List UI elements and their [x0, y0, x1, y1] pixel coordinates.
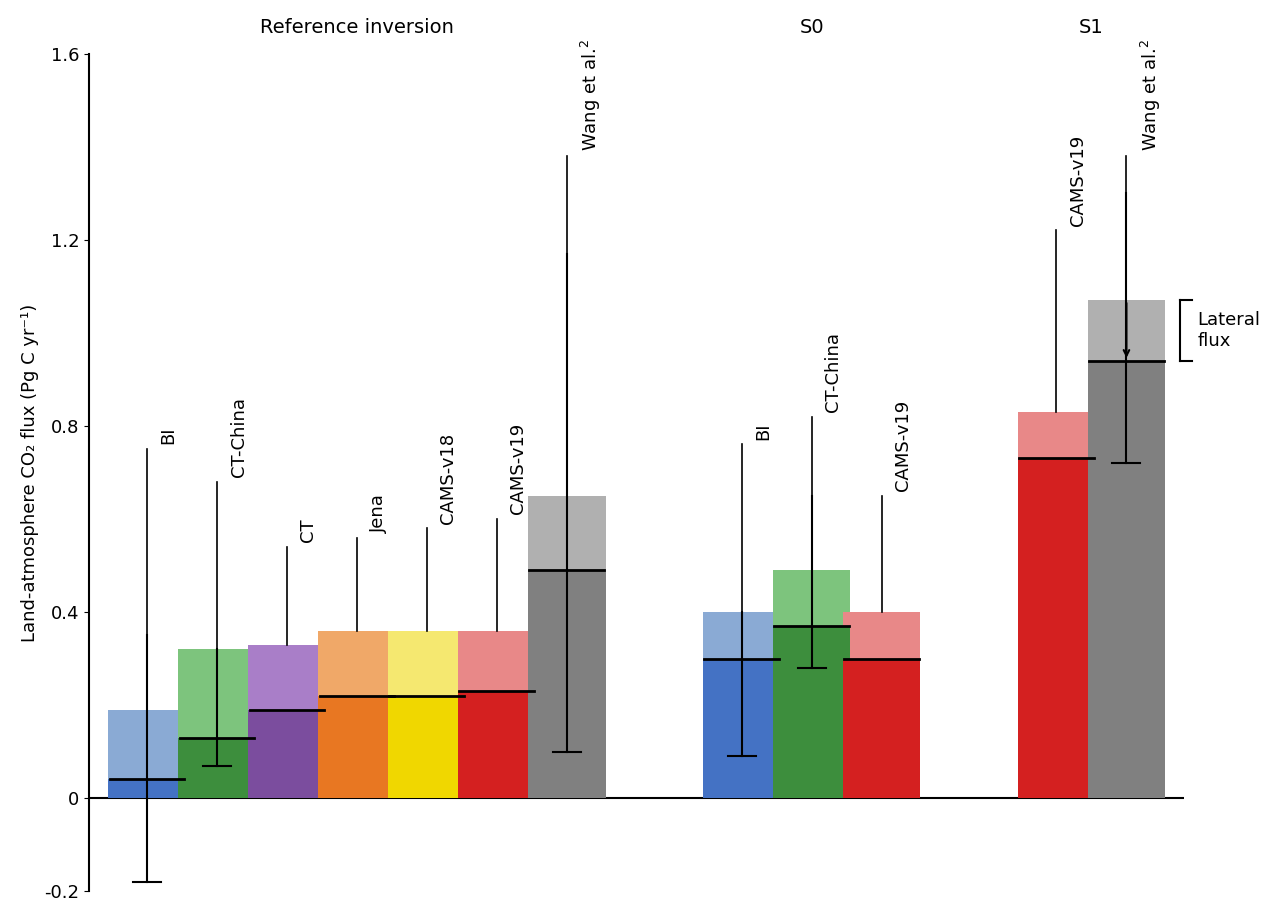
Bar [703, 658, 781, 798]
Bar [1018, 459, 1096, 798]
Text: CAMS-v18: CAMS-v18 [439, 433, 457, 523]
Text: Wang et al.$^2$: Wang et al.$^2$ [580, 40, 603, 151]
Bar [527, 496, 605, 798]
Text: Reference inversion: Reference inversion [260, 18, 454, 37]
Bar [1018, 412, 1096, 798]
Bar [248, 644, 325, 798]
Text: BI: BI [754, 423, 772, 440]
Bar [458, 630, 535, 798]
Bar [108, 780, 186, 798]
Bar [388, 696, 466, 798]
Bar [527, 570, 605, 798]
Y-axis label: Land-atmosphere CO₂ flux (Pg C yr⁻¹): Land-atmosphere CO₂ flux (Pg C yr⁻¹) [20, 304, 38, 641]
Bar [1088, 300, 1165, 798]
Text: Jena: Jena [370, 494, 388, 533]
Text: Wang et al.$^2$: Wang et al.$^2$ [1139, 40, 1164, 151]
Text: CT-China: CT-China [824, 332, 842, 412]
Text: BI: BI [160, 427, 178, 445]
Bar [842, 658, 920, 798]
Bar [842, 612, 920, 798]
Bar [703, 612, 781, 798]
Bar [248, 710, 325, 798]
Bar [388, 630, 466, 798]
Text: S0: S0 [799, 18, 824, 37]
Bar [178, 737, 256, 798]
Text: CAMS-v19: CAMS-v19 [895, 400, 913, 491]
Text: CAMS-v19: CAMS-v19 [1069, 135, 1087, 226]
Bar [178, 649, 256, 798]
Text: CT: CT [300, 519, 317, 542]
Text: Lateral
flux: Lateral flux [1197, 311, 1261, 350]
Bar [108, 710, 186, 798]
Bar [317, 696, 396, 798]
Bar [773, 626, 850, 798]
Text: S1: S1 [1079, 18, 1103, 37]
Text: CAMS-v19: CAMS-v19 [509, 423, 527, 514]
Bar [773, 570, 850, 798]
Bar [317, 630, 396, 798]
Text: CT-China: CT-China [229, 397, 247, 477]
Bar [1088, 361, 1165, 798]
Bar [458, 691, 535, 798]
